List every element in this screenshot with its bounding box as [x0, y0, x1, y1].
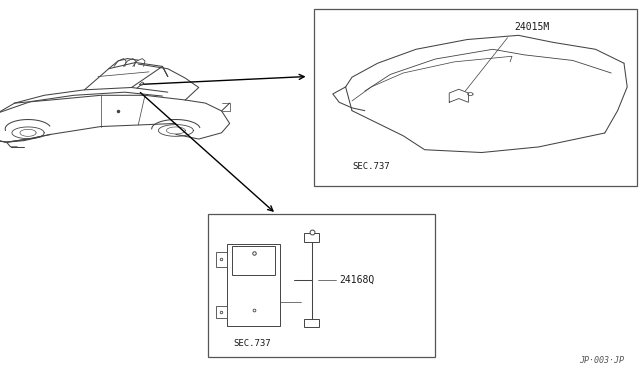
Bar — [304, 233, 319, 241]
Text: 24015M: 24015M — [514, 22, 549, 32]
Text: JP·003·JP: JP·003·JP — [579, 356, 624, 365]
Text: 24168Q: 24168Q — [339, 275, 375, 285]
Bar — [304, 319, 319, 327]
Bar — [216, 306, 227, 318]
Bar — [208, 214, 435, 357]
Text: SEC.737: SEC.737 — [234, 339, 271, 348]
Bar — [314, 9, 637, 186]
Bar — [216, 252, 227, 267]
Bar — [227, 244, 280, 326]
Text: SEC.737: SEC.737 — [352, 162, 390, 171]
Bar — [232, 246, 275, 275]
